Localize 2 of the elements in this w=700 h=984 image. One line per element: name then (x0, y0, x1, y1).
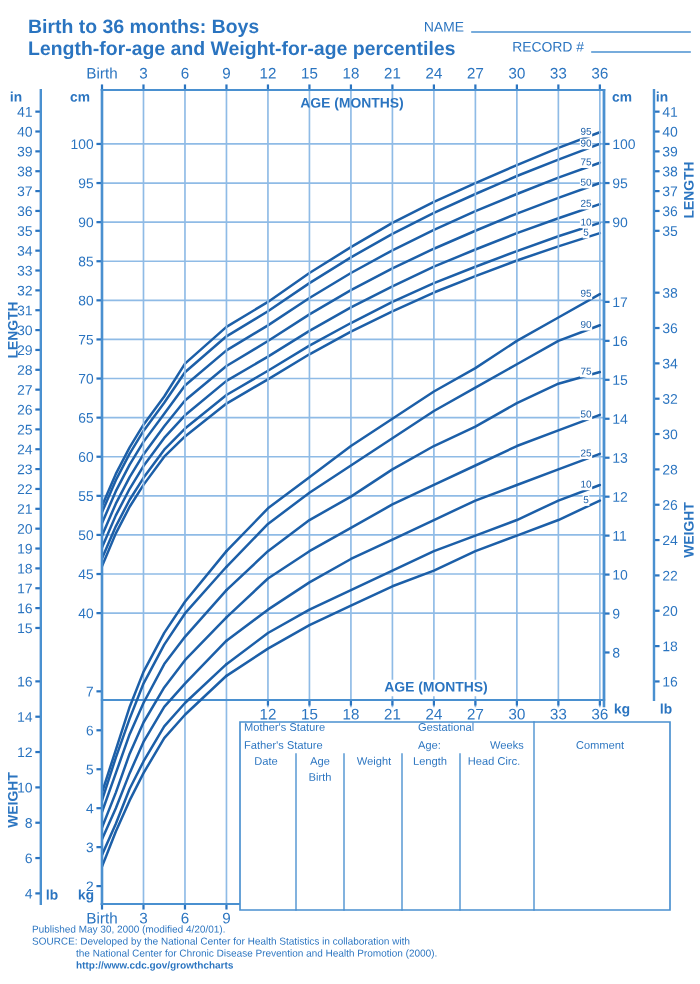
chart-title: Birth to 36 months: Boys (29, 18, 259, 38)
chart-subtitle: Length-for-age and Weight-for-age percentiles (29, 40, 455, 60)
